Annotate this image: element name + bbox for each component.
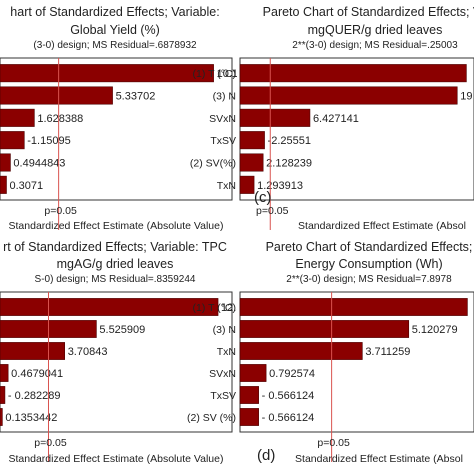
effect-bar <box>239 408 259 426</box>
effect-category-label: (3) N <box>213 324 236 336</box>
bar-value-label: 0.4679041 <box>11 368 63 380</box>
effect-category-label: SVxN <box>209 368 236 380</box>
plot-frame <box>0 57 233 201</box>
effect-bar <box>239 175 255 194</box>
chart-title-line: rt of Standardized Effects; Variable: TP… <box>3 240 227 254</box>
effect-bar <box>239 108 311 127</box>
bar-value-label: 19.9602 <box>460 91 474 103</box>
effect-category-label: SVxN <box>209 113 236 125</box>
pareto-panel-2: Pareto Chart of Standardized Effects; Va… <box>239 5 474 232</box>
effect-bar <box>239 364 267 382</box>
bar-value-label: - 0.566124 <box>262 390 315 402</box>
effect-bar <box>0 364 9 382</box>
effect-bar <box>239 298 468 316</box>
chart-title-line: Pareto Chart of Standardized Effects; Va <box>263 5 474 19</box>
bar-value-label: -2.25551 <box>268 135 311 147</box>
effect-category-label: (2) SV (%) <box>187 412 236 424</box>
bar-value-label: 5.33702 <box>116 91 156 103</box>
x-axis-label: Standardized Effect Estimate (Absolute V… <box>9 453 224 465</box>
chart-subtitle: S-0) design; MS Residual=.8359244 <box>35 274 196 285</box>
effect-category-label: TxSV <box>210 390 236 402</box>
plot-frame <box>239 291 474 433</box>
x-axis-label: Standardized Effect Estimate (Absolute V… <box>9 220 224 232</box>
pareto-panel-4: Pareto Chart of Standardized Effects; Ene… <box>239 240 474 465</box>
chart-title-line: hart of Standardized Effects; Variable: <box>10 5 219 19</box>
bar-value-label: 0.1353442 <box>5 412 57 424</box>
plot-frame <box>0 291 233 433</box>
bar-value-label: - 0.566124 <box>262 412 315 424</box>
chart-title-line: Global Yield (%) <box>70 23 160 37</box>
bar-value-label: 5.120279 <box>412 324 458 336</box>
effect-bar <box>239 342 363 360</box>
bar-value-label: 1.628388 <box>37 113 83 125</box>
bar-value-label: 12.5 <box>221 302 242 314</box>
bar-value-label: 0.3071 <box>9 180 43 192</box>
chart-subtitle: 2**(3-0) design; MS Residual=.25003 <box>292 40 458 51</box>
plot-frame <box>239 57 474 201</box>
x-axis-label: Standardized Effect Estimate (Absol <box>298 220 466 232</box>
x-axis-label: Standardized Effect Estimate (Absol <box>295 453 463 465</box>
pareto-panel-1: hart of Standardized Effects; Variable: G… <box>0 5 251 232</box>
chart-title-line: Energy Consumption (Wh) <box>295 257 442 271</box>
chart-subtitle: (3-0) design; MS Residual=.6878932 <box>33 40 197 51</box>
effect-category-label: TxN <box>217 346 236 358</box>
effect-category-label: (1) T (°C) <box>193 302 236 314</box>
chart-title-line: Pareto Chart of Standardized Effects; <box>266 240 473 254</box>
chart-title-line: mgQUER/g dried leaves <box>308 23 443 37</box>
panel-letter: (d) <box>257 447 275 464</box>
effect-bar <box>239 386 259 404</box>
effect-bar <box>0 86 113 105</box>
effect-category-label: (3) N <box>213 91 236 103</box>
effect-bar <box>0 64 214 83</box>
effect-bar <box>0 175 7 194</box>
bar-value-label: 2.128239 <box>266 158 312 170</box>
chart-subtitle: 2**(3-0) design; MS Residual=7.8978 <box>286 274 452 285</box>
effect-category-label: (2) SV(%) <box>190 158 236 170</box>
bar-value-label: - 0.282289 <box>8 390 61 402</box>
significance-label: p=0.05 <box>317 437 350 449</box>
chart-title-line: mgAG/g dried leaves <box>57 257 174 271</box>
bar-value-label: 10.128 <box>217 68 251 80</box>
effect-category-label: TxN <box>217 180 236 192</box>
bar-value-label: -1.15095 <box>27 135 70 147</box>
bar-value-label: 6.427141 <box>313 113 359 125</box>
effect-bar <box>0 342 65 360</box>
effect-category-label: (1) T (°C) <box>193 68 236 80</box>
significance-label: p=0.05 <box>256 205 289 217</box>
bar-value-label: 5.525909 <box>99 324 145 336</box>
effect-bar <box>0 131 25 150</box>
bar-value-label: 0.792574 <box>269 368 315 380</box>
effect-bar <box>239 153 264 172</box>
effect-bar <box>0 153 11 172</box>
bar-value-label: 0.4944843 <box>13 158 65 170</box>
bar-value-label: 1.293913 <box>257 180 303 192</box>
bar-value-label: 3.70843 <box>68 346 108 358</box>
effect-bar <box>239 86 458 105</box>
significance-label: p=0.05 <box>34 437 67 449</box>
panel-letter: (c) <box>254 189 272 206</box>
effect-bar <box>0 108 35 127</box>
effect-bar <box>239 320 410 338</box>
effect-bar <box>0 408 3 426</box>
effect-category-label: TxSV <box>210 135 236 147</box>
effect-bar <box>239 64 467 83</box>
effect-bar <box>239 131 265 150</box>
effect-bar <box>0 386 6 404</box>
bar-value-label: 3.711259 <box>365 346 410 358</box>
pareto-panel-3: rt of Standardized Effects; Variable: TP… <box>0 240 242 465</box>
significance-label: p=0.05 <box>44 205 77 217</box>
effect-bar <box>0 298 219 316</box>
